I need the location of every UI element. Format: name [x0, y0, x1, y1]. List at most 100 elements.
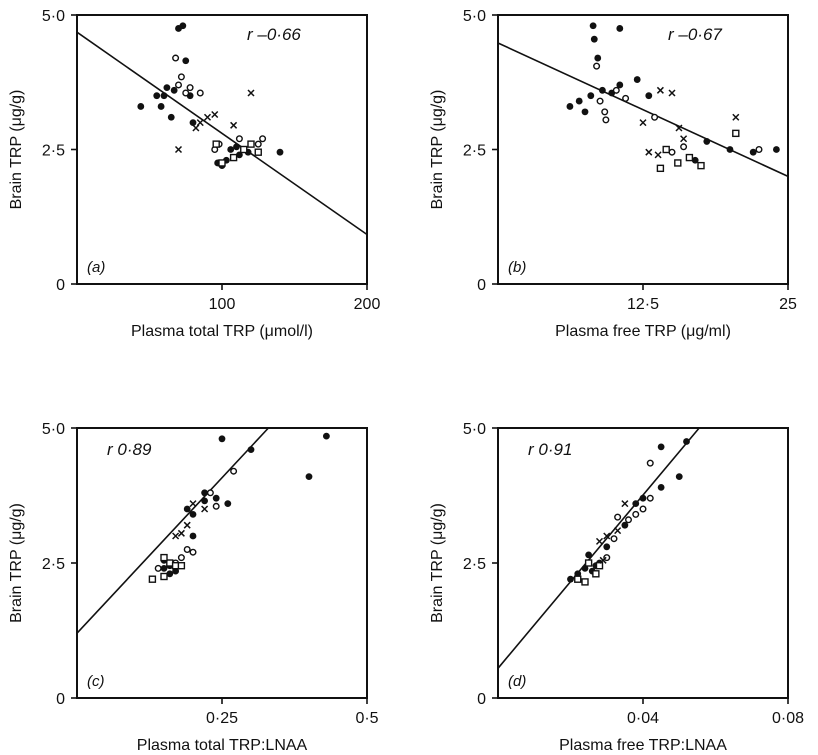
x-axis-label: Plasma total TRP:LNAA [137, 737, 308, 754]
data-point-filled-circle [305, 473, 313, 480]
panel-b: 12·5 25 0 2·5 5·0 Plasma free TRP (μg/ml) Brai… [429, 8, 797, 340]
data-point-cross [614, 527, 622, 535]
data-point-open-circle [189, 548, 197, 556]
x-tick-label: 0·08 [772, 710, 804, 727]
y-axis-label: Brain TRP (μg/g) [429, 503, 446, 623]
y-tick-label: 2·5 [463, 143, 486, 160]
data-point-open-square [218, 159, 226, 167]
data-point-open-circle [174, 81, 182, 89]
data-point-filled-circle [183, 505, 191, 513]
data-point-filled-circle [590, 35, 598, 43]
data-point-cross [621, 500, 629, 508]
data-point-filled-circle [589, 22, 597, 30]
correlation-label: r 0·91 [528, 440, 572, 459]
data-point-filled-circle [683, 438, 690, 445]
data-point-cross [203, 113, 212, 121]
regression-line [76, 31, 368, 236]
correlation-label: r 0·89 [107, 440, 152, 459]
x-tick-label: 200 [354, 296, 381, 313]
data-point-open-circle [601, 108, 609, 116]
y-tick-label: 0 [477, 277, 486, 294]
plot-frame [497, 427, 789, 699]
data-point-filled-circle [581, 108, 589, 116]
data-point-cross [177, 529, 185, 537]
correlation-label: r –0·67 [668, 25, 722, 44]
data-point-open-square [595, 562, 604, 570]
y-tick-label: 2·5 [42, 143, 65, 160]
data-point-filled-circle [566, 103, 574, 110]
x-axis-label: Plasma free TRP:LNAA [559, 737, 727, 754]
data-point-filled-circle [675, 473, 683, 480]
plot-frame [76, 14, 368, 285]
data-point-filled-circle [594, 54, 602, 62]
data-point-open-square [584, 559, 593, 567]
data-point-open-square [732, 129, 740, 138]
data-point-filled-circle [574, 570, 582, 578]
correlation-label: r –0·66 [247, 25, 301, 44]
data-point-filled-circle [179, 22, 187, 30]
data-point-filled-circle [616, 81, 624, 89]
data-point-open-square [148, 575, 157, 583]
data-point-filled-circle [227, 146, 235, 153]
data-point-open-square [254, 148, 262, 156]
data-point-cross [599, 556, 607, 564]
data-point-filled-circle [182, 57, 190, 65]
data-point-open-circle [646, 494, 654, 502]
data-point-filled-circle [691, 156, 699, 164]
data-point-cross [189, 500, 197, 508]
x-tick-label: 0·5 [355, 710, 378, 727]
data-point-filled-circle [218, 435, 226, 443]
panel-label: (b) [508, 259, 526, 276]
data-point-filled-circle [212, 494, 220, 502]
data-point-open-square [247, 140, 255, 148]
data-point-open-circle [639, 505, 647, 513]
data-point-open-circle [177, 73, 185, 81]
data-point-filled-circle [703, 138, 711, 145]
x-axis-label: Plasma free TRP (μg/ml) [555, 323, 731, 340]
panel-label: (c) [87, 673, 105, 690]
data-point-open-circle [602, 116, 610, 124]
y-tick-label: 2·5 [42, 556, 65, 573]
data-point-cross [680, 135, 688, 143]
data-point-filled-circle [633, 76, 641, 83]
x-tick-label: 12·5 [627, 296, 659, 313]
data-point-open-circle [196, 89, 204, 97]
regression-line [76, 427, 269, 634]
panel-c: 0·25 0·5 0 2·5 5·0 Plasma total TRP:LNAA Brain… [8, 421, 379, 754]
data-point-filled-circle [160, 565, 168, 572]
y-axis-label: Brain TRP (μg/g) [8, 503, 25, 623]
data-point-filled-circle [585, 551, 593, 559]
data-point-open-square [574, 575, 582, 583]
data-point-filled-circle [645, 92, 653, 100]
data-point-cross [247, 89, 255, 97]
data-point-cross [645, 148, 653, 156]
data-point-cross [595, 537, 604, 545]
data-point-filled-circle [224, 500, 232, 507]
data-point-filled-circle [323, 432, 330, 440]
y-tick-label: 2·5 [463, 556, 486, 573]
data-point-open-circle [154, 564, 162, 572]
data-point-open-square [212, 140, 220, 148]
data-point-open-circle [646, 459, 654, 467]
data-point-open-circle [680, 143, 688, 151]
data-point-filled-circle [166, 570, 174, 578]
data-point-open-circle [596, 97, 604, 105]
y-tick-label: 0 [56, 277, 65, 294]
data-point-open-circle [177, 554, 185, 562]
data-point-open-square [674, 159, 682, 167]
x-tick-label: 25 [779, 296, 797, 313]
data-point-filled-circle [639, 494, 647, 502]
data-point-filled-circle [167, 113, 175, 121]
data-point-open-square [177, 562, 186, 570]
y-tick-label: 5·0 [463, 421, 486, 438]
data-point-cross [230, 121, 238, 129]
data-point-open-circle [235, 135, 243, 143]
data-point-filled-circle [201, 489, 209, 497]
regression-line [497, 42, 789, 178]
data-point-filled-circle [170, 86, 178, 94]
panel-d: 0·04 0·08 0 2·5 5·0 Plasma free TRP:LNAA Brain… [429, 421, 804, 754]
data-point-filled-circle [657, 484, 665, 491]
y-tick-label: 0 [477, 691, 486, 708]
data-point-open-square [656, 164, 665, 173]
